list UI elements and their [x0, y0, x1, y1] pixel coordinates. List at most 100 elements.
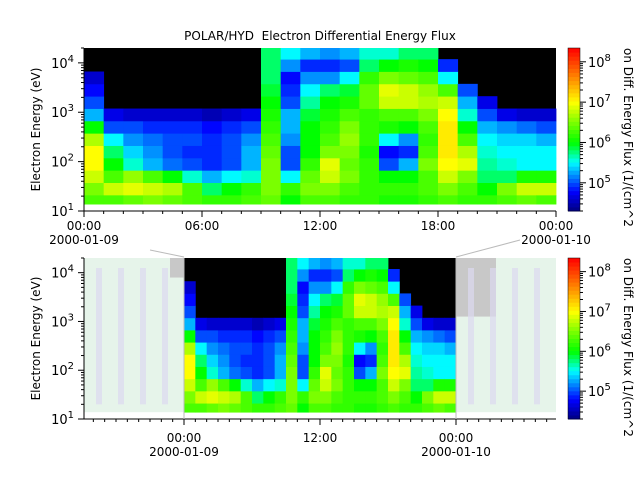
- y-tick-label: 103: [51, 103, 74, 121]
- y-tick-base: 10: [51, 267, 68, 282]
- heatmap-cell: [388, 390, 400, 404]
- colorbar-segment: [568, 84, 580, 90]
- heatmap-cell: [418, 194, 439, 205]
- heatmap-cell: [240, 329, 253, 343]
- x-tick-date: 2000-01-10: [421, 445, 491, 459]
- heatmap-cell: [365, 269, 378, 282]
- heatmap-cell: [123, 157, 144, 171]
- heatmap-cell: [297, 342, 310, 355]
- heatmap-cell: [320, 354, 332, 367]
- heatmap-cell: [536, 133, 557, 146]
- heatmap-cell: [221, 157, 242, 171]
- heatmap-cell: [229, 366, 242, 380]
- heatmap-cell: [342, 329, 355, 343]
- heatmap-cell: [218, 329, 230, 343]
- colorbar-segment: [568, 382, 580, 388]
- heatmap-cell: [433, 390, 446, 404]
- heatmap-cell: [365, 378, 378, 392]
- heatmap-cell: [182, 194, 203, 205]
- colorbar-label: on Diff. Energy Flux (1/(cm^2: [621, 48, 635, 227]
- colorbar-segment: [568, 68, 580, 73]
- heatmap-cell: [202, 145, 223, 159]
- heatmap-cell: [457, 133, 478, 146]
- heatmap-cell: [162, 145, 183, 159]
- heatmap-cell: [359, 145, 380, 159]
- heatmap-cell: [252, 366, 264, 380]
- heatmap-cell: [516, 170, 537, 183]
- colorbar-segment: [568, 72, 580, 78]
- heatmap-cell: [297, 317, 310, 331]
- heatmap-cell: [229, 329, 242, 343]
- heatmap-cell: [399, 354, 412, 367]
- heatmap-cell: [359, 83, 380, 97]
- colorbar-segment: [568, 96, 580, 102]
- y-axis-label: Electron Energy (eV): [29, 68, 43, 192]
- colorbar-tick-label: 108: [588, 263, 611, 281]
- heatmap-cell: [184, 366, 196, 380]
- heatmap-cell: [339, 108, 360, 122]
- heatmap-cell: [536, 145, 557, 159]
- heatmap-cell: [320, 305, 332, 319]
- heatmap-cell: [398, 120, 419, 134]
- colorbar-frame: [567, 257, 581, 420]
- heatmap-cell: [331, 342, 344, 355]
- heatmap-cell: [398, 83, 419, 97]
- heatmap-cell: [410, 317, 423, 331]
- heatmap-cell: [422, 354, 434, 367]
- heatmap-cell: [300, 170, 321, 183]
- heatmap-cell: [300, 108, 321, 122]
- heatmap-cell: [261, 96, 282, 109]
- heatmap-cell: [308, 293, 321, 306]
- heatmap-cell: [359, 48, 380, 60]
- heatmap-cell: [103, 170, 124, 183]
- heatmap-cell: [376, 403, 389, 413]
- heatmap-cell: [252, 403, 264, 413]
- heatmap-cell: [252, 354, 264, 367]
- heatmap-cell: [221, 182, 242, 196]
- heatmap-cell: [359, 182, 380, 196]
- heatmap-cell: [331, 390, 344, 404]
- heatmap-cell: [261, 48, 282, 60]
- colorbar-segment: [568, 270, 580, 275]
- heatmap-cell: [354, 390, 366, 404]
- heatmap-cell: [433, 342, 446, 355]
- heatmap-cell: [286, 258, 298, 270]
- colorbar-tick-exponent: 6: [605, 342, 611, 353]
- heatmap-cell: [516, 145, 537, 159]
- heatmap-cell: [202, 170, 223, 183]
- heatmap-cell: [143, 108, 164, 122]
- heatmap-cell: [398, 59, 419, 72]
- colorbar-segment: [568, 362, 580, 368]
- heatmap-cell: [342, 269, 355, 282]
- colorbar-segment: [568, 121, 580, 126]
- heatmap-cell: [433, 378, 446, 392]
- context-faded-stripe: [512, 268, 518, 405]
- heatmap-cell: [342, 378, 355, 392]
- heatmap-cell: [477, 145, 498, 159]
- heatmap-cell: [398, 48, 419, 60]
- heatmap-cell: [497, 170, 518, 183]
- colorbar-segment: [568, 354, 580, 360]
- colorbar-frame: [567, 47, 581, 212]
- heatmap-cell: [320, 48, 341, 60]
- heatmap-cell: [280, 48, 301, 60]
- heatmap-cell: [365, 293, 378, 306]
- colorbar-segment: [568, 186, 580, 192]
- heatmap-cell: [365, 329, 378, 343]
- heatmap-cell: [280, 59, 301, 72]
- colorbar-segment: [568, 100, 580, 106]
- heatmap-cell: [297, 293, 310, 306]
- heatmap-cell: [221, 133, 242, 146]
- colorbar-segment: [568, 322, 580, 327]
- heatmap-cell: [399, 390, 412, 404]
- heatmap-cell: [274, 403, 287, 413]
- heatmap-cell: [252, 317, 264, 331]
- context-faded-stripe: [534, 268, 540, 405]
- heatmap-cell: [320, 120, 341, 134]
- colorbar-segment: [568, 302, 580, 307]
- heatmap-cell: [123, 194, 144, 205]
- heatmap-cell: [308, 390, 321, 404]
- heatmap-cell: [84, 170, 105, 183]
